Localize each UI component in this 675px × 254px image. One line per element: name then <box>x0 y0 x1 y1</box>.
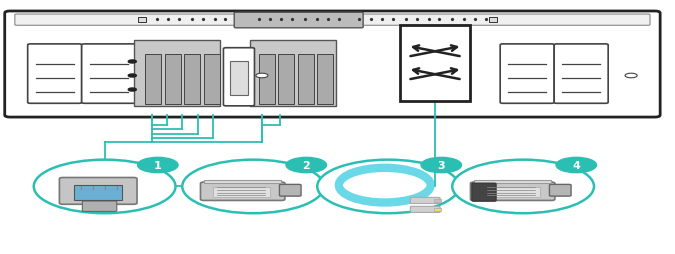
Bar <box>434 208 441 212</box>
Bar <box>400 25 470 102</box>
Bar <box>474 181 551 184</box>
Circle shape <box>256 74 268 78</box>
Bar <box>204 181 281 184</box>
Text: 4: 4 <box>572 160 580 170</box>
Text: 3: 3 <box>437 160 445 170</box>
Bar <box>434 199 441 203</box>
FancyBboxPatch shape <box>200 182 285 201</box>
FancyBboxPatch shape <box>470 182 555 201</box>
Bar <box>230 62 248 95</box>
FancyBboxPatch shape <box>15 15 650 26</box>
Circle shape <box>128 61 136 64</box>
Circle shape <box>34 160 176 213</box>
Circle shape <box>356 175 413 196</box>
Circle shape <box>421 158 462 173</box>
FancyBboxPatch shape <box>234 13 363 29</box>
Bar <box>204 55 220 104</box>
Bar <box>184 55 200 104</box>
FancyBboxPatch shape <box>82 45 136 104</box>
Circle shape <box>128 75 136 78</box>
FancyBboxPatch shape <box>410 198 440 204</box>
FancyBboxPatch shape <box>410 207 440 213</box>
Bar <box>278 55 294 104</box>
Circle shape <box>317 160 459 213</box>
Circle shape <box>625 74 637 78</box>
Bar <box>259 55 275 104</box>
Circle shape <box>182 160 324 213</box>
Bar <box>317 55 333 104</box>
Circle shape <box>128 89 136 92</box>
FancyBboxPatch shape <box>554 45 608 104</box>
Bar <box>483 187 540 197</box>
Circle shape <box>452 160 594 213</box>
Bar <box>165 55 181 104</box>
FancyBboxPatch shape <box>28 45 82 104</box>
FancyBboxPatch shape <box>472 183 496 201</box>
FancyBboxPatch shape <box>59 178 137 204</box>
Bar <box>138 18 146 23</box>
Bar <box>134 41 220 107</box>
Text: 2: 2 <box>302 160 310 170</box>
Text: 1: 1 <box>154 160 161 170</box>
FancyBboxPatch shape <box>549 185 571 196</box>
FancyBboxPatch shape <box>500 45 554 104</box>
Circle shape <box>556 158 597 173</box>
Bar <box>250 41 336 107</box>
Bar <box>74 185 122 201</box>
FancyBboxPatch shape <box>82 201 117 212</box>
Bar <box>213 187 270 197</box>
Circle shape <box>286 158 327 173</box>
Bar <box>489 18 497 23</box>
FancyBboxPatch shape <box>279 185 301 196</box>
Bar <box>145 55 161 104</box>
FancyBboxPatch shape <box>5 12 660 118</box>
Circle shape <box>138 158 178 173</box>
FancyBboxPatch shape <box>223 49 254 106</box>
Bar <box>298 55 314 104</box>
